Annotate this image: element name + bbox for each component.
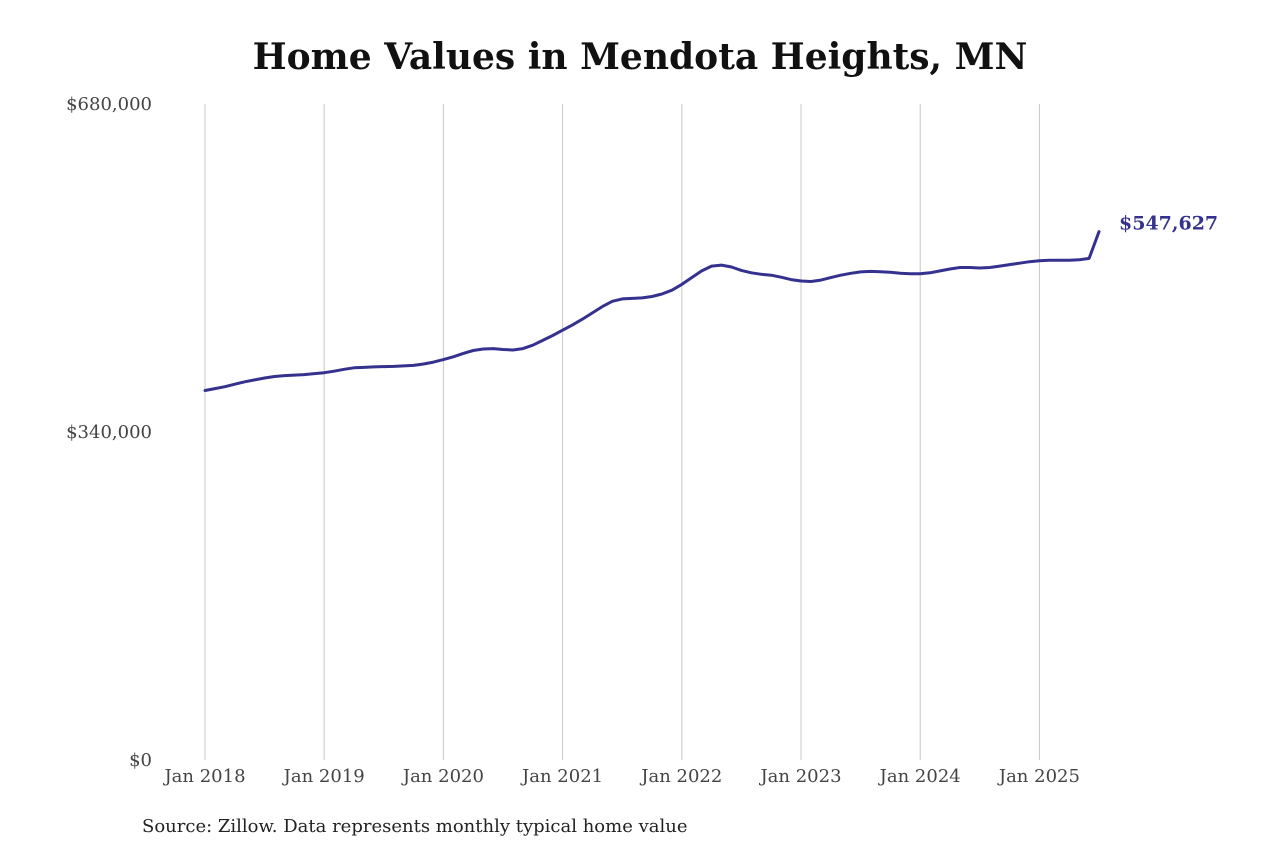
chart-title: Home Values in Mendota Heights, MN (252, 36, 1028, 78)
y-tick-label: $680,000 (66, 94, 152, 115)
gridlines (204, 104, 1040, 760)
x-tick-label: Jan 2020 (401, 766, 484, 787)
x-tick-label: Jan 2018 (162, 766, 245, 787)
series-line (203, 230, 1101, 392)
x-tick-label: Jan 2019 (282, 766, 365, 787)
x-tick-label: Jan 2021 (520, 766, 603, 787)
series-layer (203, 230, 1101, 392)
y-axis-ticks: $0 $340,000 $680,000 (66, 94, 152, 771)
y-tick-label: $0 (129, 750, 152, 771)
x-axis-ticks: Jan 2018 Jan 2019 Jan 2020 Jan 2021 Jan 2022… (162, 766, 1079, 787)
y-tick-label: $340,000 (66, 422, 152, 443)
x-tick-label: Jan 2022 (639, 766, 722, 787)
x-tick-label: Jan 2025 (997, 766, 1080, 787)
x-tick-label: Jan 2024 (878, 766, 961, 787)
x-tick-label: Jan 2023 (758, 766, 841, 787)
label-layer: $547,627 (1119, 213, 1218, 235)
end-value-label: $547,627 (1119, 213, 1218, 235)
source-note: Source: Zillow. Data represents monthly … (142, 816, 688, 837)
